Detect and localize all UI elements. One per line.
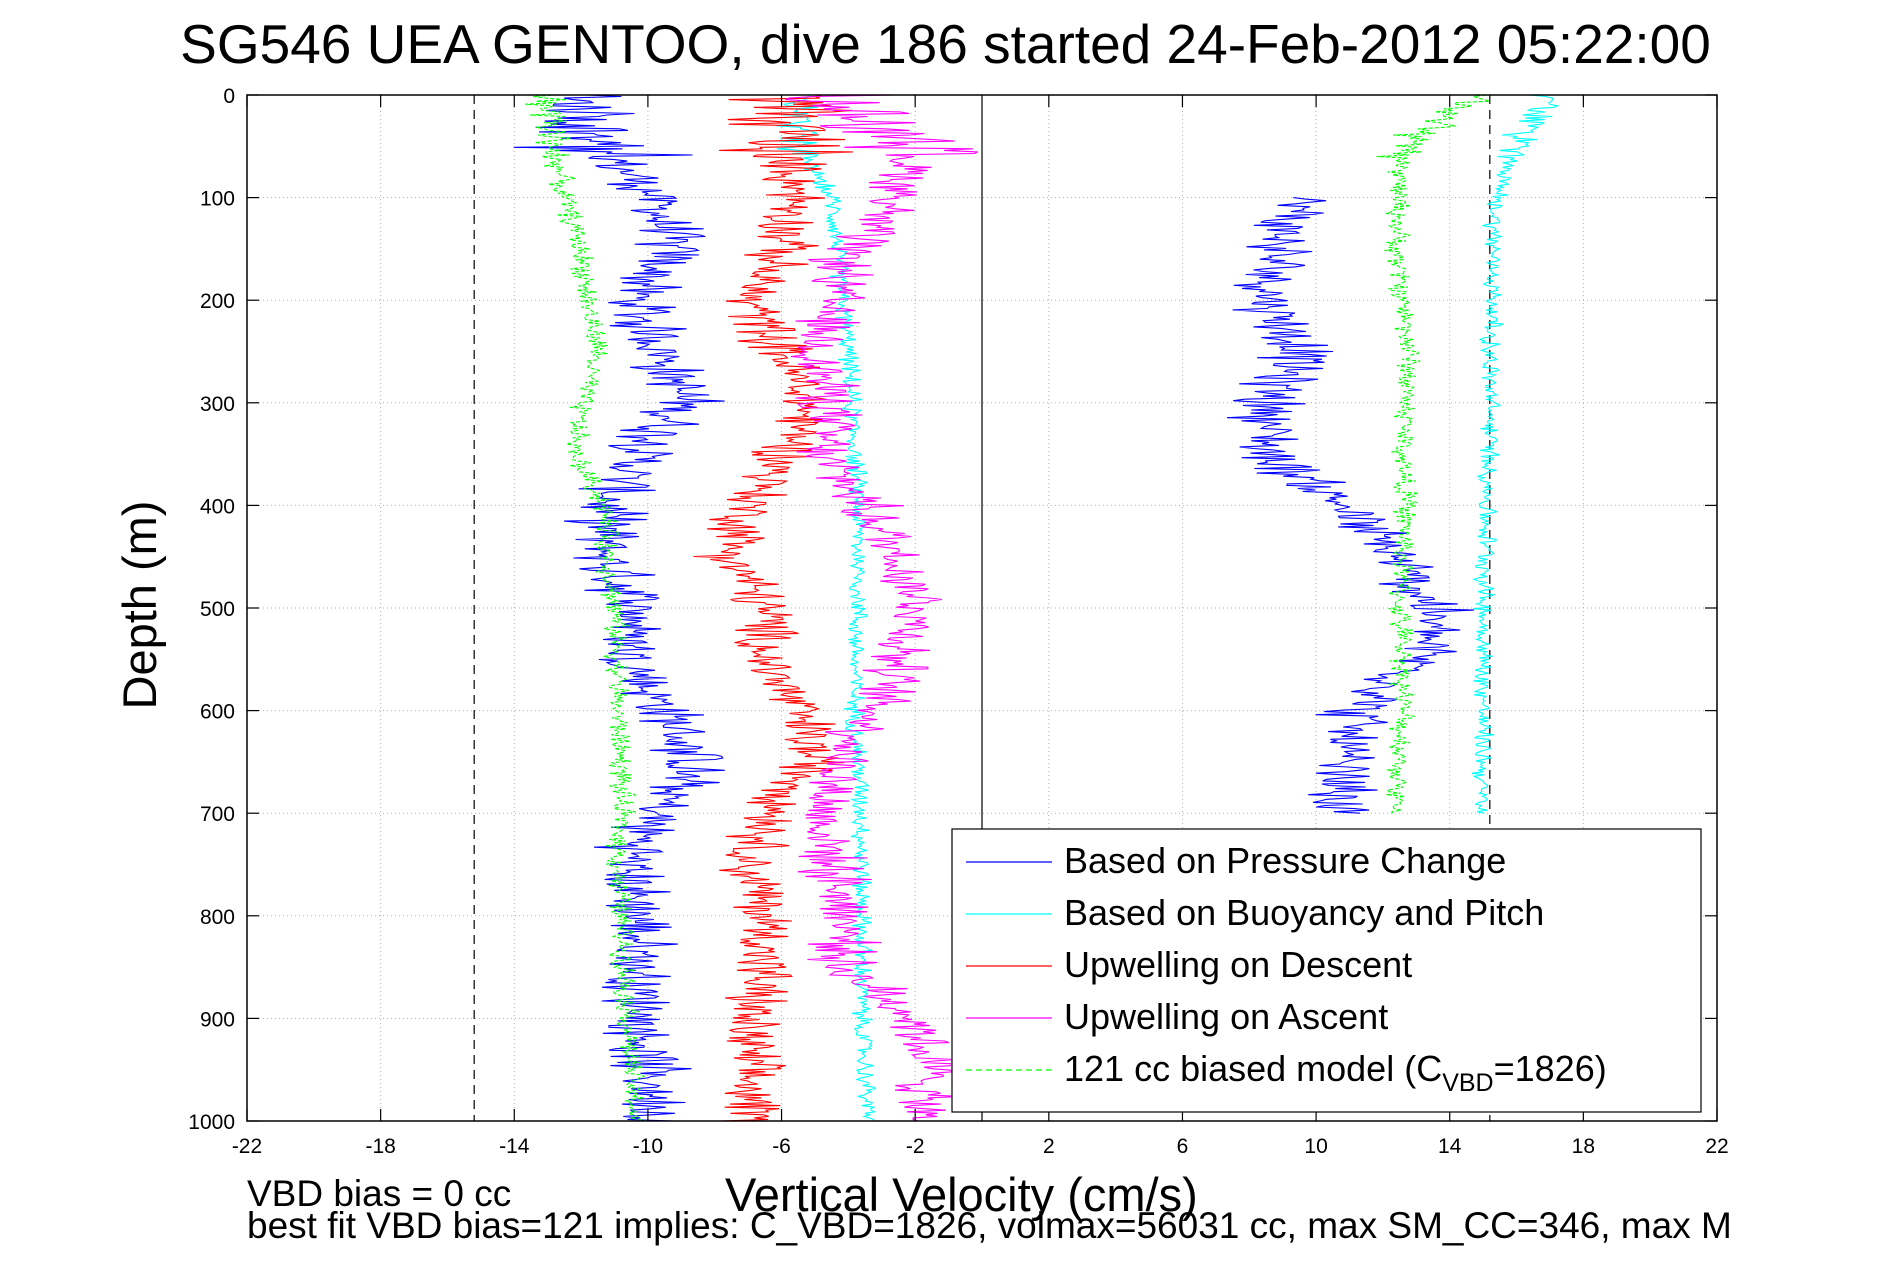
series-line-5-ascent (1376, 94, 1490, 814)
chart-title: SG546 UEA GENTOO, dive 186 started 24-Fe… (180, 13, 1711, 75)
footer-line-2: best fit VBD bias=121 implies: C_VBD=182… (247, 1205, 1732, 1246)
series-group (513, 94, 1560, 1122)
y-tick-label: 300 (200, 393, 235, 416)
legend-label-2: Based on Buoyancy and Pitch (1064, 892, 1544, 933)
legend: Based on Pressure Change Based on Buoyanc… (951, 828, 1702, 1113)
y-tick-label: 900 (200, 1008, 235, 1031)
y-tick-label: 500 (200, 598, 235, 621)
series-line-1-descent (513, 94, 725, 1122)
x-tick-label: -18 (365, 1135, 395, 1158)
x-tick-label: -6 (772, 1135, 791, 1158)
series-line-1-ascent (1226, 197, 1475, 814)
legend-label-5: 121 cc biased model (CVBD=1826) (1064, 1048, 1607, 1097)
legend-box (951, 828, 1702, 1113)
x-tick-label: 10 (1304, 1135, 1327, 1158)
x-tick-label: 6 (1177, 1135, 1189, 1158)
axis-ticks: -22 -18 -14 -10 -6 -2 2 6 10 14 18 2201002003004005… (188, 85, 1728, 1158)
series-line-4-ascent (785, 94, 979, 1122)
legend-label-3: Upwelling on Descent (1064, 944, 1412, 985)
y-tick-label: 200 (200, 290, 235, 313)
x-tick-label: -14 (499, 1135, 530, 1158)
y-tick-label: 100 (200, 188, 235, 211)
y-axis-label: Depth (m) (113, 500, 166, 710)
y-tick-label: 600 (200, 701, 235, 724)
x-tick-label: 18 (1572, 1135, 1595, 1158)
series-line-2-ascent (1471, 94, 1560, 814)
footer-line-1: VBD bias = 0 cc (247, 1173, 512, 1214)
legend-label-4: Upwelling on Ascent (1064, 996, 1388, 1037)
series-line-3-descent (693, 94, 853, 1122)
y-tick-label: 800 (200, 906, 235, 929)
x-tick-label: 22 (1705, 1135, 1728, 1158)
x-axis-label: Vertical Velocity (cm/s) (725, 1168, 1198, 1221)
x-tick-label: -10 (633, 1135, 663, 1158)
y-tick-label: 0 (223, 85, 235, 108)
y-tick-label: 1000 (188, 1111, 235, 1134)
y-tick-label: 400 (200, 495, 235, 518)
x-tick-label: 14 (1438, 1135, 1462, 1158)
y-tick-label: 700 (200, 803, 235, 826)
x-tick-label: -22 (232, 1135, 262, 1158)
series-line-5-descent (524, 94, 647, 1122)
x-tick-label: 2 (1043, 1135, 1055, 1158)
x-tick-label: -2 (906, 1135, 925, 1158)
legend-label-1: Based on Pressure Change (1064, 840, 1506, 881)
